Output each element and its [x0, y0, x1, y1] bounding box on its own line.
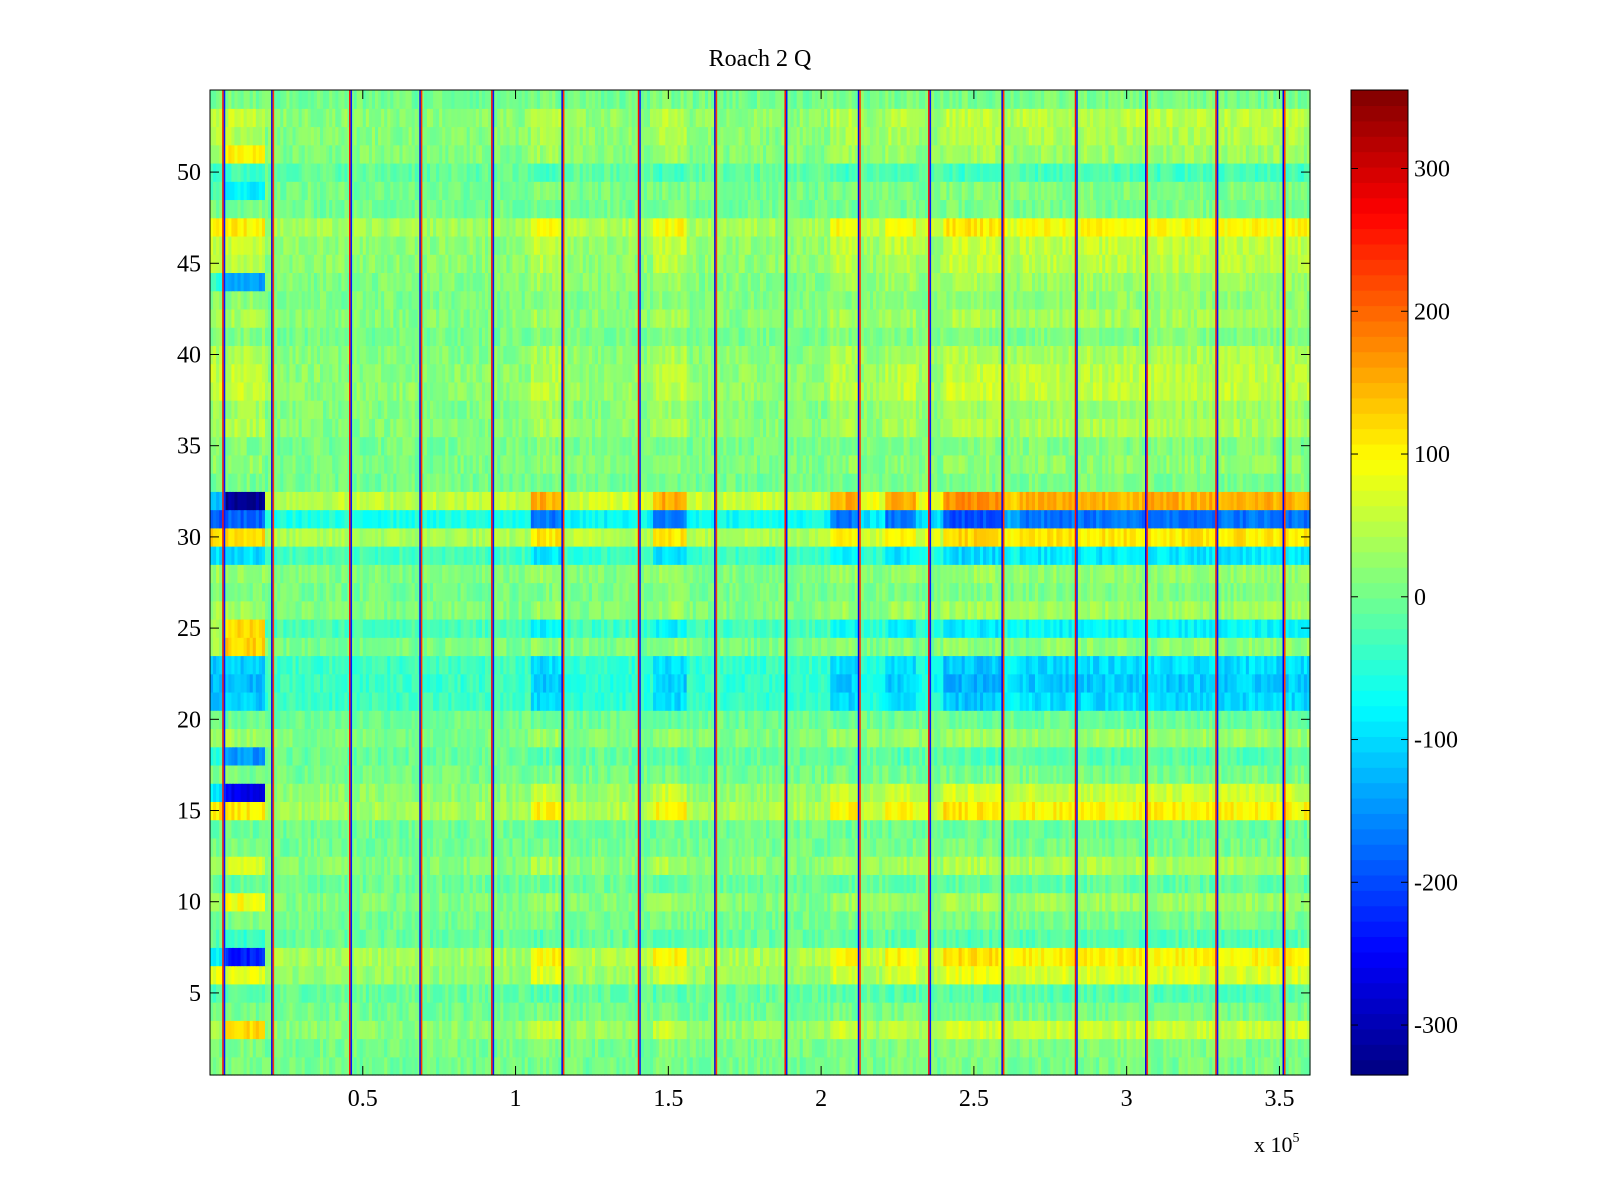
- heatmap-cells: [210, 90, 1311, 1076]
- chart-title: Roach 2 Q: [709, 46, 812, 72]
- figure: Roach 2 Q 0.5 1 1.5 2 2.5 3 3.5 51015202530354…: [0, 0, 1600, 1200]
